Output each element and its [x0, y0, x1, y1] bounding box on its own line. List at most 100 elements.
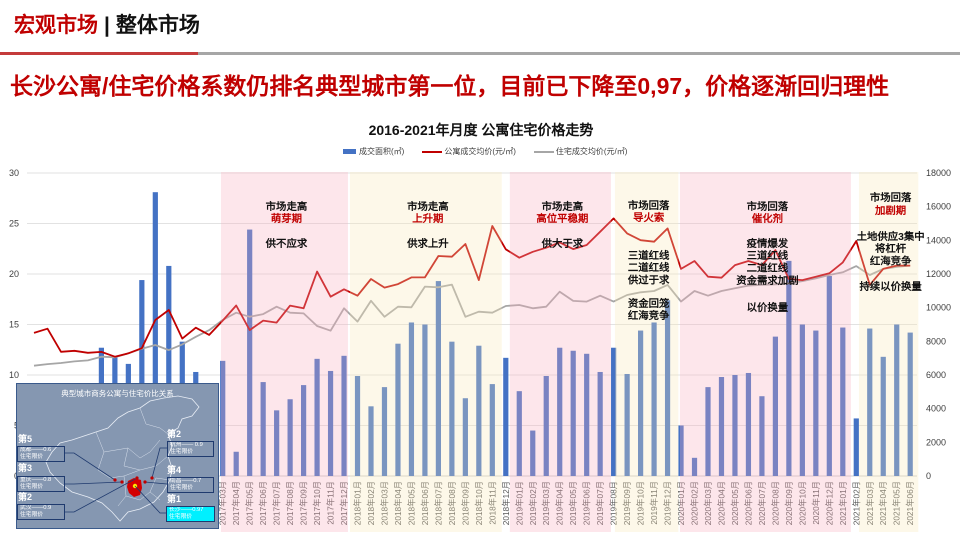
- x-tick-label: 2021年01月: [838, 481, 848, 525]
- phase-stage: 萌芽期: [271, 212, 302, 225]
- phase-region: [220, 172, 348, 532]
- x-tick-label: 2017年05月: [245, 481, 255, 525]
- y2-tick-label: 8000: [926, 336, 946, 346]
- section-title: 宏观市场: [14, 14, 98, 37]
- bar: [611, 347, 617, 476]
- bar: [799, 324, 805, 476]
- bar: [166, 265, 172, 476]
- phase-note: 红海竞争: [870, 255, 912, 268]
- phase-trend: 市场走高: [266, 200, 308, 213]
- x-tick-label: 2020年08月: [770, 481, 780, 525]
- phase-trend: 市场走高: [542, 200, 584, 213]
- phase-note: 二道红线: [628, 261, 670, 274]
- x-tick-label: 2018年04月: [393, 481, 403, 525]
- x-tick-label: 2017年08月: [285, 481, 295, 525]
- y2-tick-label: 4000: [926, 404, 946, 414]
- y2-tick-label: 10000: [926, 303, 951, 313]
- y-tick-label: 30: [9, 168, 19, 178]
- phase-region: [858, 172, 919, 532]
- phase-note: 供过于求: [627, 274, 670, 287]
- x-tick-label: 2020年06月: [743, 481, 753, 525]
- bar: [880, 356, 886, 476]
- bar: [516, 391, 522, 476]
- bar: [557, 347, 563, 476]
- bar: [260, 382, 266, 476]
- callout-changsha: 长沙——0.97 住宅限价: [166, 506, 215, 522]
- y2-tick-label: 0: [926, 471, 931, 481]
- bar: [314, 358, 320, 476]
- residential-price-line: [33, 264, 911, 367]
- callout-nanchang: 南昌——0.7 住宅限价: [167, 477, 214, 493]
- x-tick-label: 2021年06月: [905, 481, 915, 525]
- callout-note: 住宅限价: [170, 448, 194, 455]
- phase-trend: 市场走高: [407, 200, 449, 213]
- x-tick-label: 2018年12月: [501, 481, 511, 525]
- x-tick-label: 2019年09月: [622, 481, 632, 525]
- bar: [745, 372, 752, 476]
- phase-note: 将杠杆: [875, 242, 907, 255]
- phase-note: 供大于求: [541, 237, 584, 250]
- callout-city: 长沙——0.97: [169, 507, 204, 513]
- bar: [476, 345, 482, 476]
- x-tick-label: 2021年05月: [892, 481, 902, 525]
- bar: [584, 353, 590, 476]
- y2-tick-label: 2000: [926, 437, 946, 447]
- phase-note: 二道红线: [747, 262, 789, 275]
- x-tick-label: 2018年05月: [406, 481, 416, 525]
- phase-stage: 导火索: [633, 211, 665, 224]
- x-tick-label: 2017年09月: [299, 481, 309, 525]
- x-tick-label: 2018年02月: [366, 481, 376, 525]
- x-tick-label: 2019年06月: [582, 481, 592, 525]
- y2-tick-label: 14000: [926, 235, 951, 245]
- bar: [638, 330, 644, 476]
- x-tick-label: 2017年06月: [258, 481, 268, 525]
- phase-region: [614, 172, 679, 532]
- bar: [570, 350, 576, 476]
- y-tick-label: 15: [9, 320, 19, 330]
- x-tick-label: 2018年10月: [474, 481, 484, 525]
- legend-label: 公寓成交均价(元/㎡): [444, 147, 516, 156]
- x-tick-label: 2019年07月: [595, 481, 605, 525]
- header-rule: [198, 52, 960, 55]
- phase-stage: 催化剂: [752, 212, 783, 225]
- y-tick-label: 10: [9, 370, 19, 380]
- callout-city: 重庆——0.8: [20, 477, 52, 483]
- x-tick-label: 2018年08月: [447, 481, 457, 525]
- x-tick-label: 2020年02月: [690, 481, 700, 525]
- phase-note: 以价换量: [747, 301, 789, 314]
- province-borders: [95, 407, 171, 507]
- callout-wuhan: 武汉——0.9 住宅限价: [17, 504, 65, 520]
- x-tick-label: 2019年11月: [649, 481, 659, 525]
- callout-city: 武汉——0.9: [20, 505, 52, 511]
- x-tick-label: 2020年09月: [784, 481, 794, 525]
- x-tick-label: 2021年03月: [865, 481, 875, 525]
- bar: [327, 370, 334, 476]
- callout-note: 住宅限价: [20, 511, 44, 518]
- bar: [664, 300, 671, 476]
- bar: [705, 387, 711, 476]
- y-tick-label: 25: [9, 219, 19, 229]
- bar: [813, 330, 819, 476]
- phase-note: 红海竞争: [628, 309, 670, 322]
- phase-note: 三道红线: [747, 249, 789, 262]
- callout-rank: 第2: [18, 492, 33, 502]
- bar: [274, 410, 280, 476]
- phase-note: 供求上升: [406, 237, 449, 250]
- x-tick-label: 2021年02月: [851, 481, 861, 525]
- x-tick-label: 2019年08月: [609, 481, 619, 525]
- bar: [597, 371, 603, 476]
- callout-city: 南昌——0.7: [170, 478, 202, 484]
- headline: 长沙公寓/住宅价格系数仍排名典型城市第一位，目前已下降至0,97，价格逐渐回归理…: [10, 73, 890, 99]
- area-bars: [98, 192, 913, 476]
- phase-region: [349, 172, 502, 532]
- x-tick-label: 2018年09月: [460, 481, 470, 525]
- x-tick-label: 2018年03月: [379, 481, 389, 525]
- phase-region: [679, 172, 851, 532]
- x-tick-label: 2020年03月: [703, 481, 713, 525]
- bar: [354, 376, 361, 476]
- leader-lines: [65, 447, 168, 514]
- bar: [341, 355, 347, 476]
- x-tick-label: 2019年10月: [636, 481, 646, 525]
